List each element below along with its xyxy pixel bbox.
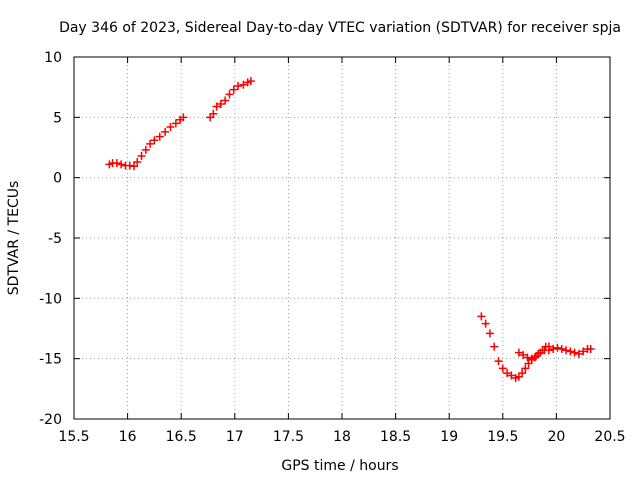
data-point — [234, 81, 243, 90]
data-point — [536, 348, 545, 357]
data-point — [216, 100, 225, 109]
data-point — [574, 349, 583, 358]
y-tick-label: -20 — [39, 412, 62, 428]
data-point — [112, 159, 121, 168]
data-point — [133, 157, 142, 166]
x-axis-label: GPS time / hours — [281, 458, 398, 474]
y-tick-label: -10 — [39, 291, 62, 307]
y-tick-label: 10 — [44, 50, 62, 66]
y-tick-label: -5 — [48, 231, 62, 247]
x-tick-label: 20 — [547, 429, 565, 445]
data-point — [494, 357, 503, 366]
data-point — [514, 348, 523, 357]
data-point — [155, 132, 164, 141]
data-point — [490, 342, 499, 351]
series-segment-3 — [477, 312, 553, 382]
data-point — [481, 319, 490, 328]
data-point — [566, 347, 575, 356]
data-point — [527, 354, 536, 363]
data-point — [141, 145, 150, 154]
data-point — [150, 136, 159, 145]
data-point — [146, 139, 155, 148]
x-tick-label: 17 — [226, 429, 244, 445]
x-tick-label: 20.5 — [594, 429, 625, 445]
data-point — [229, 85, 238, 94]
chart-title: Day 346 of 2023, Sidereal Day-to-day VTE… — [59, 20, 621, 36]
data-point — [137, 151, 146, 160]
data-point — [518, 369, 527, 378]
data-point — [225, 90, 234, 99]
data-point — [179, 113, 188, 122]
data-point — [519, 351, 528, 360]
data-point — [586, 345, 595, 354]
x-tick-label: 19.5 — [487, 429, 518, 445]
x-tick-label: 18.5 — [380, 429, 411, 445]
x-tick-label: 16 — [119, 429, 137, 445]
data-point — [246, 77, 255, 86]
data-point — [239, 80, 248, 89]
data-point — [477, 312, 486, 321]
data-point — [553, 343, 562, 352]
x-tick-label: 16.5 — [166, 429, 197, 445]
x-tick-label: 18 — [333, 429, 351, 445]
data-point — [523, 353, 532, 362]
y-axis-label: SDTVAR / TECUs — [6, 181, 22, 296]
series-segment-1 — [105, 113, 188, 171]
data-point — [557, 345, 566, 354]
x-tick-label: 17.5 — [273, 429, 304, 445]
series-segment-4 — [514, 343, 595, 363]
data-point — [130, 162, 139, 171]
data-point — [503, 369, 512, 378]
data-point — [161, 127, 170, 136]
data-point — [221, 96, 230, 105]
grid — [74, 57, 610, 419]
data-point — [532, 352, 541, 361]
y-tick-label: -15 — [39, 352, 62, 368]
y-tick-label: 5 — [53, 110, 62, 126]
data-point — [562, 346, 571, 355]
data-point — [549, 345, 558, 354]
data-point — [209, 109, 218, 118]
data-points — [105, 77, 595, 382]
data-point — [507, 371, 516, 380]
x-tick-label: 19 — [440, 429, 458, 445]
data-point — [498, 364, 507, 373]
data-point — [166, 122, 175, 131]
axis-ticks: 15.5 16 16.5 17 17.5 18 18.5 19 19.5 20 20.5 10 5 0 -5… — [39, 50, 625, 445]
data-point — [570, 348, 579, 357]
data-point — [579, 347, 588, 356]
data-point — [212, 102, 221, 111]
y-tick-label: 0 — [53, 171, 62, 187]
data-point — [171, 119, 180, 128]
data-point — [117, 160, 126, 169]
data-point — [544, 346, 553, 355]
data-point — [521, 364, 530, 373]
x-tick-label: 15.5 — [58, 429, 89, 445]
series-segment-2 — [206, 77, 255, 122]
data-point — [485, 329, 494, 338]
